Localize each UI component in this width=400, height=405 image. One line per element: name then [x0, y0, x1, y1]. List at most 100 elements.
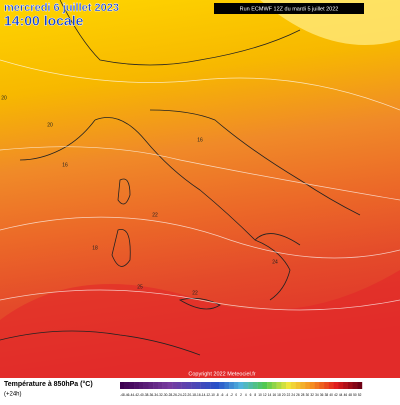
- colorbar-label: -28: [168, 393, 173, 397]
- colorbar-swatch: [181, 382, 187, 389]
- colorbar-label: 46: [344, 393, 348, 397]
- colorbar-label: 52: [358, 393, 362, 397]
- colorbar-swatch: [328, 382, 334, 389]
- colorbar-label: 8: [254, 393, 256, 397]
- colorbar-swatch: [186, 382, 192, 389]
- colorbar-swatch: [129, 382, 135, 389]
- contour-label: 18: [92, 245, 98, 251]
- colorbar-swatch: [333, 382, 339, 389]
- colorbar-swatch: [134, 382, 140, 389]
- colorbar-swatch: [172, 382, 178, 389]
- colorbar-swatch: [281, 382, 287, 389]
- contour-label: 16: [62, 162, 68, 168]
- run-box: [214, 3, 364, 14]
- colorbar-label: -18: [191, 393, 196, 397]
- colorbar-swatch: [267, 382, 273, 389]
- colorbar-label: -30: [163, 393, 168, 397]
- colorbar-swatch: [295, 382, 301, 389]
- colorbar-label: 38: [325, 393, 329, 397]
- colorbar-label: 36: [320, 393, 324, 397]
- contour-label: 16: [197, 137, 203, 143]
- colorbar-swatch: [143, 382, 149, 389]
- colorbar-swatch: [252, 382, 258, 389]
- contour-label: 20: [47, 122, 53, 128]
- contour-label: 22: [192, 290, 198, 296]
- contour-label: 24: [272, 259, 278, 265]
- colorbar-swatch: [120, 382, 125, 389]
- colorbar-swatch: [262, 382, 268, 389]
- colorbar-swatch: [205, 382, 211, 389]
- contour-label: 22: [152, 212, 158, 218]
- forecast-date: mercredi 6 juillet 2023: [4, 2, 119, 14]
- colorbar-label: -2: [230, 393, 233, 397]
- colorbar-swatch: [176, 382, 182, 389]
- colorbar-swatch: [300, 382, 306, 389]
- colorbar-swatch: [214, 382, 220, 389]
- colorbar-label: -8: [216, 393, 219, 397]
- colorbar-label: 20: [282, 393, 286, 397]
- colorbar-swatch: [162, 382, 168, 389]
- colorbar-label: -24: [177, 393, 182, 397]
- colorbar-label: 12: [263, 393, 267, 397]
- colorbar-label: -44: [130, 393, 135, 397]
- colorbar-label: 22: [287, 393, 291, 397]
- colorbar-swatch: [210, 382, 216, 389]
- colorbar-swatch: [233, 382, 239, 389]
- colorbar-swatch: [314, 382, 320, 389]
- colorbar-swatch: [124, 382, 130, 389]
- colorbar-label: 0: [235, 393, 237, 397]
- colorbar-swatch: [324, 382, 329, 389]
- colorbar-label: -38: [144, 393, 149, 397]
- colorbar-label: -4: [225, 393, 228, 397]
- colorbar-label: -12: [205, 393, 210, 397]
- colorbar-label: -36: [149, 393, 154, 397]
- colorbar-label: 6: [250, 393, 252, 397]
- colorbar-swatch: [305, 382, 311, 389]
- colorbar-swatch: [286, 382, 292, 389]
- copyright: Copyright 2022 Meteociel.fr: [188, 371, 255, 377]
- colorbar-label: 26: [296, 393, 300, 397]
- colorbar-swatch: [357, 382, 363, 389]
- colorbar-swatch: [148, 382, 154, 389]
- colorbar-label: -48: [120, 393, 125, 397]
- colorbar-label: 44: [339, 393, 343, 397]
- colorbar-swatch: [276, 382, 282, 389]
- colorbar-swatch: [224, 382, 230, 389]
- legend-title: Température à 850hPa (°C): [4, 380, 93, 388]
- colorbar-label: -46: [125, 393, 130, 397]
- contour-label: 25: [137, 284, 143, 290]
- colorbar-label: 40: [329, 393, 333, 397]
- colorbar-label: 10: [258, 393, 262, 397]
- colorbar-label: 14: [268, 393, 272, 397]
- colorbar-swatch: [167, 382, 173, 389]
- colorbar-swatch: [195, 382, 201, 389]
- colorbar-swatch: [309, 382, 315, 389]
- colorbar-label: 42: [334, 393, 338, 397]
- colorbar-label: -32: [158, 393, 163, 397]
- colorbar-label: -34: [153, 393, 158, 397]
- colorbar-swatch: [238, 382, 244, 389]
- coastlines: [0, 0, 361, 356]
- colorbar-swatch: [338, 382, 344, 389]
- colorbar-label: -16: [196, 393, 201, 397]
- run-info: Run ECMWF 12Z du mardi 5 juillet 2022: [240, 6, 339, 12]
- colorbar-label: -26: [172, 393, 177, 397]
- colorbar-label: -20: [186, 393, 191, 397]
- colorbar-label: 24: [291, 393, 295, 397]
- colorbar-swatch: [219, 382, 225, 389]
- colorbar-swatch: [138, 382, 144, 389]
- colorbar-label: 2: [240, 393, 242, 397]
- colorbar-swatch: [243, 382, 249, 389]
- colorbar-label: -6: [221, 393, 224, 397]
- colorbar-swatch: [343, 382, 348, 389]
- colorbar-swatch: [347, 382, 353, 389]
- colorbar-swatch: [157, 382, 163, 389]
- colorbar-label: 48: [348, 393, 352, 397]
- colorbar-swatch: [191, 382, 197, 389]
- colorbar-label: 28: [301, 393, 305, 397]
- colorbar-label: 18: [277, 393, 281, 397]
- colorbar-label: 30: [306, 393, 310, 397]
- colorbar-swatch: [257, 382, 263, 389]
- colorbar-label: 34: [315, 393, 319, 397]
